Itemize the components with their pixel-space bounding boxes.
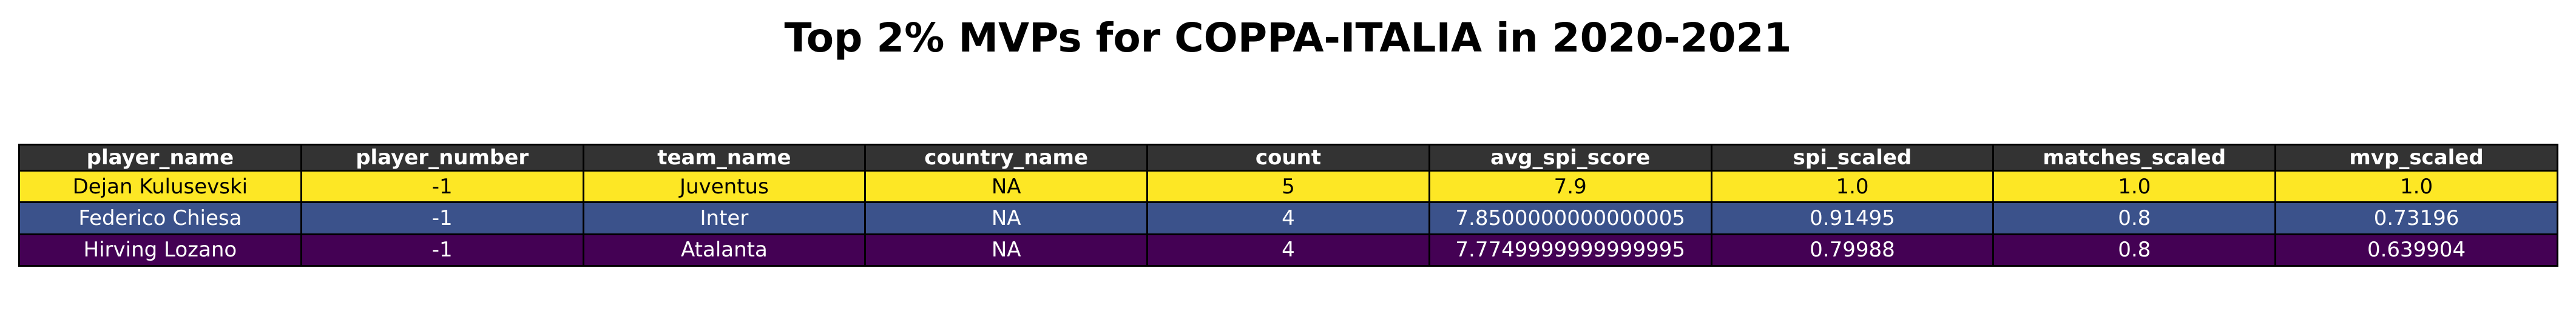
table-cell-avg-spi-score: 7.9 <box>1428 169 1712 204</box>
column-header-player-name: player_name <box>18 144 302 172</box>
table-cell-player-name: Dejan Kulusevski <box>18 169 302 204</box>
table-cell-country-name: NA <box>864 233 1149 267</box>
table-cell-team-name: Atalanta <box>582 233 867 267</box>
table-cell-player-name: Hirving Lozano <box>18 233 302 267</box>
table-cell-mvp-scaled: 0.73196 <box>2274 201 2558 235</box>
table-cell-player-number: -1 <box>300 169 584 204</box>
table-cell-spi-scaled: 0.79988 <box>1710 233 1995 267</box>
table-cell-matches-scaled: 0.8 <box>1992 201 2277 235</box>
table-cell-spi-scaled: 0.91495 <box>1710 201 1995 235</box>
table-cell-mvp-scaled: 0.639904 <box>2274 233 2558 267</box>
table-cell-matches-scaled: 0.8 <box>1992 233 2277 267</box>
column-header-count: count <box>1146 144 1430 172</box>
table-row: Dejan Kulusevski -1 Juventus NA 5 7.9 1.0 1.0 1.… <box>18 169 2558 204</box>
table-cell-count: 5 <box>1146 169 1430 204</box>
chart-title: Top 2% MVPs for COPPA-ITALIA in 2020-202… <box>784 15 1792 61</box>
table-cell-spi-scaled: 1.0 <box>1710 169 1995 204</box>
column-header-spi-scaled: spi_scaled <box>1710 144 1995 172</box>
mvp-table: player_name player_number team_name country… <box>18 144 2558 267</box>
table-body: Dejan Kulusevski -1 Juventus NA 5 7.9 1.0 1.0 1.… <box>18 169 2558 267</box>
table-cell-country-name: NA <box>864 169 1149 204</box>
table-row: Federico Chiesa -1 Inter NA 4 7.8500000000000… <box>18 201 2558 235</box>
table-cell-team-name: Juventus <box>582 169 867 204</box>
table-cell-player-number: -1 <box>300 233 584 267</box>
column-header-mvp-scaled: mvp_scaled <box>2274 144 2558 172</box>
table-cell-mvp-scaled: 1.0 <box>2274 169 2558 204</box>
column-header-country-name: country_name <box>864 144 1149 172</box>
column-header-player-number: player_number <box>300 144 584 172</box>
column-header-matches-scaled: matches_scaled <box>1992 144 2277 172</box>
table-cell-team-name: Inter <box>582 201 867 235</box>
table-row: Hirving Lozano -1 Atalanta NA 4 7.77499999999… <box>18 233 2558 267</box>
table-cell-player-number: -1 <box>300 201 584 235</box>
column-header-avg-spi-score: avg_spi_score <box>1428 144 1712 172</box>
table-cell-count: 4 <box>1146 233 1430 267</box>
column-header-team-name: team_name <box>582 144 867 172</box>
table-cell-avg-spi-score: 7.8500000000000005 <box>1428 201 1712 235</box>
table-cell-matches-scaled: 1.0 <box>1992 169 2277 204</box>
table-header-row: player_name player_number team_name country… <box>18 144 2558 172</box>
table-cell-country-name: NA <box>864 201 1149 235</box>
table-cell-count: 4 <box>1146 201 1430 235</box>
table-cell-player-name: Federico Chiesa <box>18 201 302 235</box>
table-cell-avg-spi-score: 7.7749999999999995 <box>1428 233 1712 267</box>
